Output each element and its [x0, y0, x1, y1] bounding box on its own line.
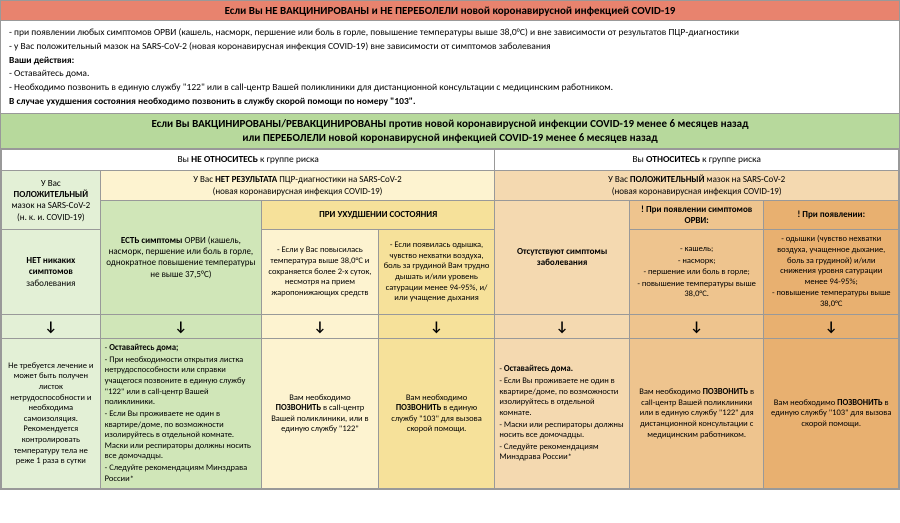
c5-sym: Отсутствуют симптомы заболевания — [495, 200, 630, 314]
arrow-1: ↓ — [2, 314, 101, 339]
c7-act: Вам необходимо ПОЗВОНИТЬ в единую службу… — [764, 339, 899, 489]
unvax-actions-label: Ваши действия: — [9, 54, 891, 67]
orvi-appear: ! При появлении симптомов ОРВИ: — [629, 200, 764, 230]
c6-act: Вам необходимо ПОЗВОНИТЬ в call-центр Ва… — [629, 339, 764, 489]
col23-header: У Вас НЕТ РЕЗУЛЬТАТА ПЦР-диагностики на … — [100, 171, 495, 201]
arrow-4: ↓ — [378, 314, 495, 339]
risk-no-cell: Вы НЕ ОТНОСИТЕСЬ к группе риска — [2, 150, 495, 171]
sub-row: ЕСТЬ симптомы ОРВИ (кашель, насморк, пер… — [2, 200, 899, 230]
c1-act: Не требуется лечение и может быть получе… — [2, 339, 101, 489]
header-vaccinated: Если Вы ВАКЦИНИРОВАНЫ/РЕВАКЦИНИРОВАНЫ пр… — [1, 114, 899, 150]
c7-sym: одышки (чувство нехватки воздуха, учащен… — [764, 230, 899, 314]
c6-sym: кашель;насморк;першение или боль в горле… — [629, 230, 764, 314]
c4-sym: - Если появилась одышка, чувство нехватк… — [378, 230, 495, 314]
unvax-last: В случае ухудшения состояния необходимо … — [9, 95, 891, 108]
arrow-6: ↓ — [629, 314, 764, 339]
appear: ! При появлении: — [764, 200, 899, 230]
c1-sym: НЕТ никаких симптомов заболевания — [2, 230, 101, 314]
arrow-2: ↓ — [100, 314, 261, 339]
arrow-7: ↓ — [764, 314, 899, 339]
unvax-action-1: - Оставайтесь дома. — [9, 67, 891, 80]
c5-act: Оставайтесь дома. Если Вы проживаете не … — [495, 339, 630, 489]
risk-yes-cell: Вы ОТНОСИТЕСЬ к группе риска — [495, 150, 899, 171]
risk-row: Вы НЕ ОТНОСИТЕСЬ к группе риска Вы ОТНОС… — [2, 150, 899, 171]
status-row: У Вас ПОЛОЖИТЕЛЬНЫЙ мазок на SARS-CoV-2 … — [2, 171, 899, 201]
c2-sym: ЕСТЬ симптомы ОРВИ (кашель, насморк, пер… — [100, 200, 261, 314]
arrow-5: ↓ — [495, 314, 630, 339]
header-vax-line1: Если Вы ВАКЦИНИРОВАНЫ/РЕВАКЦИНИРОВАНЫ пр… — [4, 117, 896, 131]
c4-act: Вам необходимо ПОЗВОНИТЬ в единую службу… — [378, 339, 495, 489]
unvax-line-1: - при появлении любых симптомов ОРВИ (ка… — [9, 26, 891, 39]
arrow-row: ↓ ↓ ↓ ↓ ↓ ↓ ↓ — [2, 314, 899, 339]
unvax-instructions: - при появлении любых симптомов ОРВИ (ка… — [1, 21, 899, 114]
c3-sym: - Если у Вас повысилась температура выше… — [262, 230, 379, 314]
col56-header: У Вас ПОЛОЖИТЕЛЬНЫЙ мазок на SARS-CoV-2(… — [495, 171, 899, 201]
action-row: Не требуется лечение и может быть получе… — [2, 339, 899, 489]
infographic-root: Если Вы НЕ ВАКЦИНИРОВАНЫ и НЕ ПЕРЕБОЛЕЛИ… — [0, 0, 900, 490]
unvax-line-2: - у Вас положительный мазок на SARS-CoV-… — [9, 40, 891, 53]
col1-header: У Вас ПОЛОЖИТЕЛЬНЫЙ мазок на SARS-CoV-2 … — [2, 171, 101, 230]
header-vax-line2: или ПЕРЕБОЛЕЛИ новой коронавирусной инфе… — [4, 131, 896, 145]
decision-table: Вы НЕ ОТНОСИТЕСЬ к группе риска Вы ОТНОС… — [1, 149, 899, 489]
header-unvaccinated: Если Вы НЕ ВАКЦИНИРОВАНЫ и НЕ ПЕРЕБОЛЕЛИ… — [1, 1, 899, 21]
arrow-3: ↓ — [262, 314, 379, 339]
unvax-action-2: - Необходимо позвонить в единую службу "… — [9, 81, 891, 94]
c2-act: Оставайтесь дома; При необходимости откр… — [100, 339, 261, 489]
worsen-header: ПРИ УХУДШЕНИИ СОСТОЯНИЯ — [262, 200, 495, 230]
c3-act: Вам необходимо ПОЗВОНИТЬ в call-центр Ва… — [262, 339, 379, 489]
